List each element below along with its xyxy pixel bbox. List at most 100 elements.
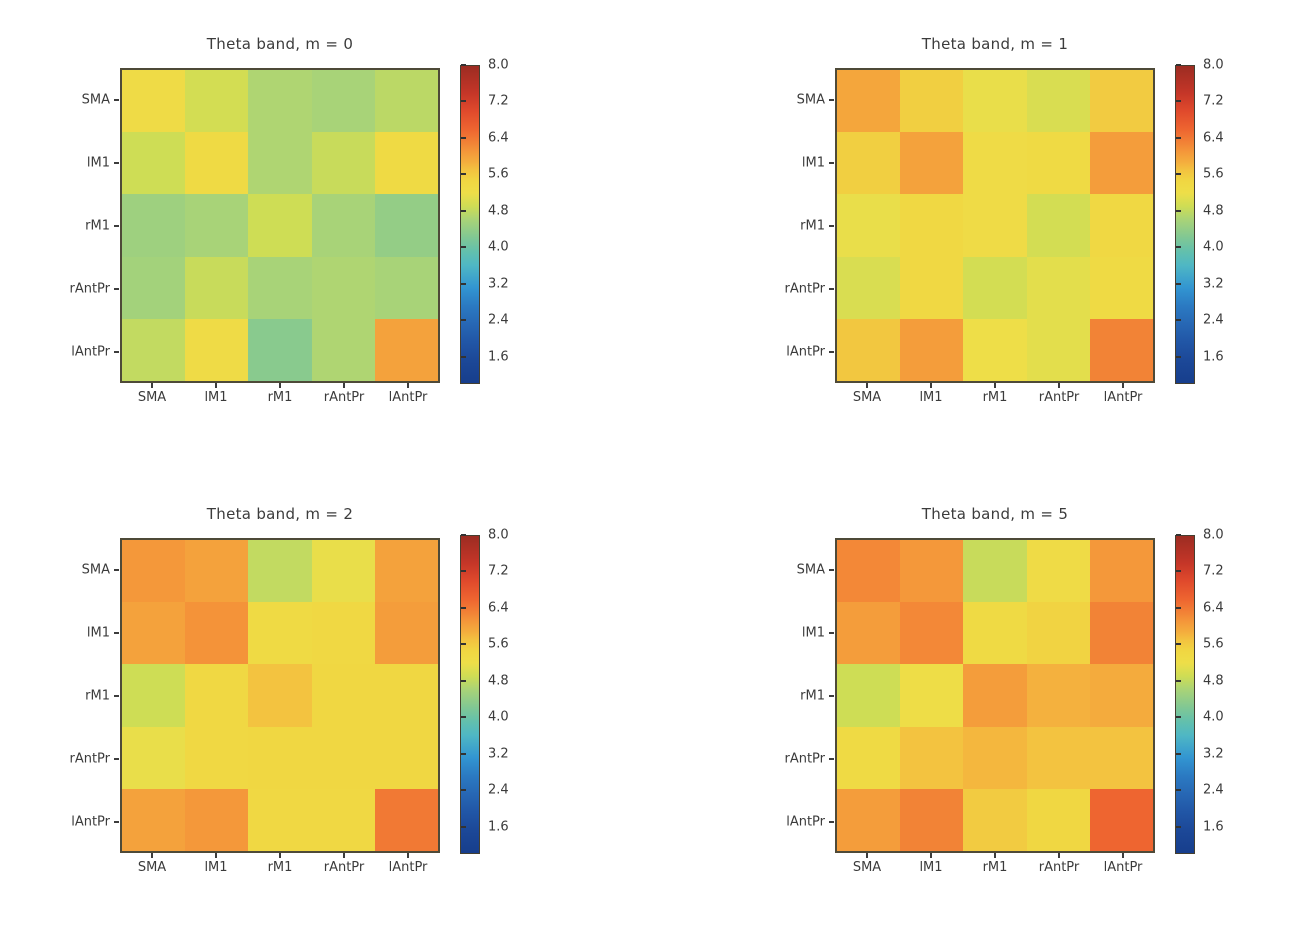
heatmap-cell-lAntPr-lM1 bbox=[900, 318, 964, 381]
heatmap-cell-SMA-lM1 bbox=[185, 540, 249, 603]
colorbar-tick-label: 7.2 bbox=[488, 563, 509, 579]
x-tick-label: lM1 bbox=[204, 390, 228, 405]
colorbar-tick-mark bbox=[461, 643, 466, 646]
heatmap-cell-lM1-SMA bbox=[122, 602, 186, 665]
colorbar-tick-label: 7.2 bbox=[1203, 563, 1224, 579]
heatmap-cell-lAntPr-lM1 bbox=[900, 788, 964, 851]
colorbar-tick-mark bbox=[1176, 209, 1181, 212]
colorbar-tick-label: 4.8 bbox=[488, 673, 509, 689]
colorbar bbox=[460, 65, 480, 384]
colorbar-tick-label: 2.4 bbox=[488, 782, 509, 798]
heatmap-cell-rAntPr-lM1 bbox=[185, 256, 249, 319]
heatmap-cell-rM1-rM1 bbox=[248, 194, 312, 257]
heatmap-cell-rAntPr-rAntPr bbox=[1026, 726, 1090, 789]
colorbar-tick-mark bbox=[1176, 679, 1181, 682]
colorbar-tick-label: 6.4 bbox=[1203, 130, 1224, 146]
y-tick-label: lM1 bbox=[86, 155, 110, 170]
y-tick-label: rM1 bbox=[85, 688, 110, 703]
heatmap-cell-rAntPr-lAntPr bbox=[1089, 256, 1153, 319]
x-tick-label: SMA bbox=[137, 390, 167, 405]
colorbar-tick-mark bbox=[461, 716, 466, 719]
y-tick-label: lM1 bbox=[86, 625, 110, 640]
heatmap-cell-rAntPr-lAntPr bbox=[1089, 726, 1153, 789]
heatmap-cell-rM1-SMA bbox=[122, 664, 186, 727]
colorbar-tick-label: 3.2 bbox=[488, 276, 509, 292]
heatmap-cell-rM1-SMA bbox=[837, 194, 901, 257]
heatmap-cell-rAntPr-lM1 bbox=[185, 726, 249, 789]
heatmap-cell-rAntPr-rAntPr bbox=[311, 726, 375, 789]
colorbar-tick-mark bbox=[461, 355, 466, 358]
colorbar-tick-mark bbox=[461, 534, 466, 536]
subplot-theta-m1: Theta band, m = 1 SMA lM1 rM1 rAntPr lAntPr … bbox=[784, 35, 1223, 405]
heatmap-cell-lM1-rAntPr bbox=[1026, 602, 1090, 665]
y-axis-labels: SMA lM1 rM1 rAntPr lAntPr bbox=[10, 538, 110, 853]
colorbar-tick-mark bbox=[1176, 173, 1181, 176]
colorbar-tick-label: 1.6 bbox=[488, 819, 509, 835]
x-tick-label: lM1 bbox=[919, 860, 943, 875]
y-tick-label: lAntPr bbox=[71, 814, 110, 829]
heatmap-cell-SMA-rM1 bbox=[963, 540, 1027, 603]
colorbar-tick-label: 5.6 bbox=[1203, 636, 1224, 652]
heatmap-cell-SMA-lM1 bbox=[900, 540, 964, 603]
y-tick-mark bbox=[114, 568, 119, 571]
heatmap-cell-rAntPr-rM1 bbox=[963, 256, 1027, 319]
y-tick-mark bbox=[829, 631, 834, 634]
heatmap-cell-SMA-SMA bbox=[122, 540, 186, 603]
heatmap-cell-lAntPr-lM1 bbox=[185, 788, 249, 851]
y-tick-label: lAntPr bbox=[786, 814, 825, 829]
colorbar-tick-label: 5.6 bbox=[1203, 166, 1224, 182]
x-tick-label: rAntPr bbox=[1038, 860, 1080, 875]
colorbar-tick-label: 5.6 bbox=[488, 166, 509, 182]
y-tick-mark bbox=[829, 820, 834, 823]
heatmap-cell-SMA-lAntPr bbox=[374, 70, 438, 133]
colorbar-tick-label: 2.4 bbox=[488, 312, 509, 328]
colorbar-tick-label: 4.8 bbox=[1203, 673, 1224, 689]
x-tick-label: lAntPr bbox=[1103, 390, 1143, 405]
heatmap-cell-rAntPr-SMA bbox=[122, 726, 186, 789]
colorbar-tick-label: 4.8 bbox=[488, 203, 509, 219]
colorbar-tick-mark bbox=[1176, 643, 1181, 646]
heatmap-cell-rAntPr-rAntPr bbox=[311, 256, 375, 319]
heatmap-cell-lM1-rM1 bbox=[248, 602, 312, 665]
y-tick-label: SMA bbox=[796, 562, 825, 577]
x-tick-label: rAntPr bbox=[1038, 390, 1080, 405]
colorbar-tick-mark bbox=[461, 679, 466, 682]
y-tick-label: lM1 bbox=[801, 155, 825, 170]
colorbar-tick-mark bbox=[1176, 752, 1181, 755]
heatmap-cell-lM1-lAntPr bbox=[1089, 132, 1153, 195]
heatmap-cell-lAntPr-lAntPr bbox=[374, 318, 438, 381]
heatmap-cell-SMA-rAntPr bbox=[1026, 70, 1090, 133]
colorbar-tick-mark bbox=[1176, 246, 1181, 249]
x-tick-label: rAntPr bbox=[323, 390, 365, 405]
plot-title: Theta band, m = 5 bbox=[921, 505, 1069, 523]
colorbar bbox=[1175, 65, 1195, 384]
heatmap-cell-rM1-lAntPr bbox=[374, 664, 438, 727]
x-tick-mark bbox=[215, 853, 217, 858]
heatmap-cell-rM1-rM1 bbox=[248, 664, 312, 727]
heatmap-cell-rM1-lM1 bbox=[900, 664, 964, 727]
colorbar-tick-mark bbox=[1176, 136, 1181, 139]
x-tick-label: lM1 bbox=[919, 390, 943, 405]
heatmap-cell-lAntPr-rM1 bbox=[963, 318, 1027, 381]
heatmap-cell-rM1-lM1 bbox=[185, 664, 249, 727]
x-axis-labels: SMA lM1 rM1 rAntPr lAntPr bbox=[835, 860, 1155, 876]
y-axis-labels: SMA lM1 rM1 rAntPr lAntPr bbox=[10, 68, 110, 383]
x-tick-mark bbox=[1058, 383, 1060, 388]
y-tick-label: SMA bbox=[81, 562, 110, 577]
x-tick-mark bbox=[407, 853, 409, 858]
colorbar-tick-mark bbox=[1176, 355, 1181, 358]
heatmap-cell-lM1-SMA bbox=[837, 602, 901, 665]
colorbar-tick-label: 4.0 bbox=[1203, 709, 1224, 725]
heatmap-cell-rM1-lM1 bbox=[185, 194, 249, 257]
colorbar-tick-label: 4.0 bbox=[488, 239, 509, 255]
y-tick-label: SMA bbox=[81, 92, 110, 107]
colorbar-tick-label: 8.0 bbox=[488, 527, 509, 543]
colorbar-tick-label: 2.4 bbox=[1203, 312, 1224, 328]
heatmap-cell-rAntPr-lM1 bbox=[900, 726, 964, 789]
x-axis-labels: SMA lM1 rM1 rAntPr lAntPr bbox=[835, 390, 1155, 406]
colorbar-tick-label: 7.2 bbox=[488, 93, 509, 109]
heatmap-cell-rAntPr-SMA bbox=[122, 256, 186, 319]
y-tick-mark bbox=[114, 694, 119, 697]
heatmap-cell-lAntPr-rM1 bbox=[963, 788, 1027, 851]
heatmap-cell-rM1-lAntPr bbox=[1089, 664, 1153, 727]
